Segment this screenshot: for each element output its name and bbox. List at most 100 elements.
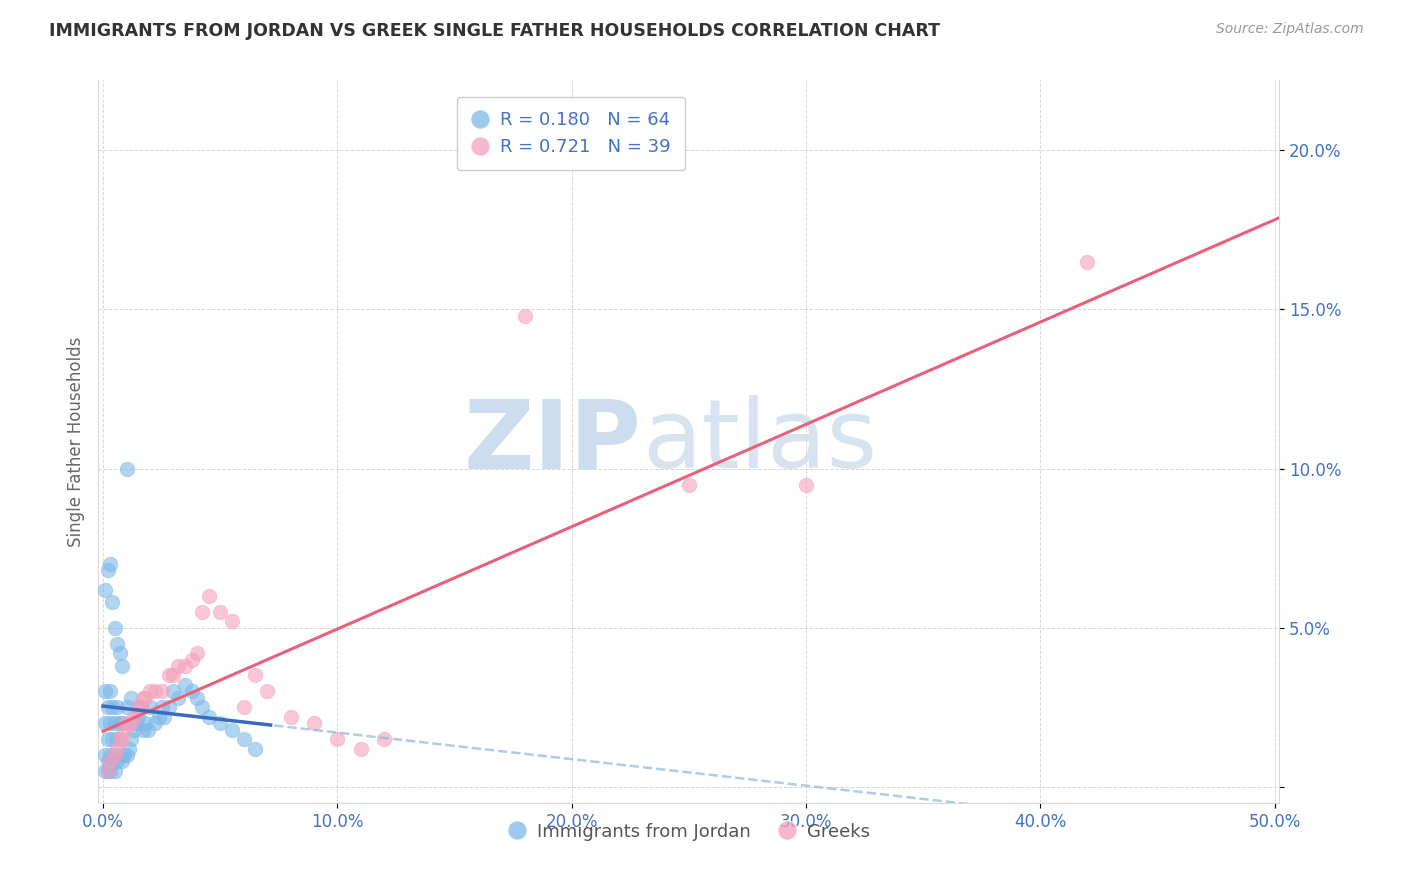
Point bbox=[150, 684, 173, 698]
Text: Source: ZipAtlas.com: Source: ZipAtlas.com bbox=[1216, 22, 1364, 37]
Point bbox=[94, 684, 117, 698]
Point bbox=[232, 700, 254, 714]
Point bbox=[127, 700, 149, 714]
Point bbox=[122, 723, 145, 737]
Text: atlas: atlas bbox=[641, 395, 877, 488]
Point bbox=[139, 684, 162, 698]
Point bbox=[101, 595, 124, 609]
Point bbox=[129, 700, 152, 714]
Point bbox=[302, 716, 325, 731]
Point bbox=[108, 732, 131, 747]
Point bbox=[98, 747, 121, 762]
Point bbox=[94, 764, 117, 778]
Point bbox=[794, 477, 817, 491]
Point bbox=[101, 700, 124, 714]
Point bbox=[326, 732, 349, 747]
Legend: Immigrants from Jordan, Greeks: Immigrants from Jordan, Greeks bbox=[501, 815, 877, 848]
Point bbox=[108, 747, 131, 762]
Point bbox=[104, 747, 127, 762]
Point bbox=[232, 732, 254, 747]
Point bbox=[115, 461, 138, 475]
Point bbox=[120, 690, 142, 705]
Point bbox=[111, 659, 134, 673]
Point bbox=[167, 659, 190, 673]
Point bbox=[112, 747, 135, 762]
Point bbox=[197, 589, 219, 603]
Point bbox=[105, 700, 128, 714]
Point bbox=[111, 755, 134, 769]
Y-axis label: Single Father Households: Single Father Households bbox=[66, 336, 84, 547]
Point bbox=[373, 732, 395, 747]
Point bbox=[97, 732, 120, 747]
Point bbox=[190, 700, 212, 714]
Point bbox=[129, 700, 152, 714]
Point bbox=[101, 732, 124, 747]
Point bbox=[120, 716, 142, 731]
Point bbox=[115, 747, 138, 762]
Point bbox=[181, 684, 204, 698]
Point bbox=[153, 710, 176, 724]
Point bbox=[105, 637, 128, 651]
Point bbox=[190, 605, 212, 619]
Point bbox=[162, 668, 184, 682]
Point bbox=[245, 741, 267, 756]
Point bbox=[181, 652, 204, 666]
Point bbox=[94, 747, 117, 762]
Point bbox=[186, 690, 208, 705]
Point bbox=[132, 690, 155, 705]
Point bbox=[136, 723, 159, 737]
Point bbox=[97, 700, 120, 714]
Point bbox=[115, 716, 138, 731]
Point bbox=[97, 764, 120, 778]
Point bbox=[104, 764, 127, 778]
Point bbox=[122, 710, 145, 724]
Point bbox=[105, 732, 128, 747]
Point bbox=[112, 723, 135, 737]
Point bbox=[256, 684, 278, 698]
Point bbox=[134, 690, 156, 705]
Point bbox=[97, 764, 120, 778]
Point bbox=[245, 668, 267, 682]
Point bbox=[98, 557, 121, 571]
Point bbox=[1076, 254, 1098, 268]
Point bbox=[221, 723, 243, 737]
Point bbox=[118, 741, 141, 756]
Point bbox=[132, 723, 155, 737]
Point bbox=[105, 755, 128, 769]
Point bbox=[120, 732, 142, 747]
Point bbox=[94, 582, 117, 597]
Point bbox=[513, 309, 536, 323]
Point bbox=[101, 755, 124, 769]
Point bbox=[209, 716, 232, 731]
Point bbox=[148, 710, 170, 724]
Point bbox=[280, 710, 302, 724]
Point bbox=[150, 700, 173, 714]
Point bbox=[115, 700, 138, 714]
Point bbox=[174, 678, 197, 692]
Point bbox=[350, 741, 373, 756]
Point bbox=[125, 716, 148, 731]
Text: IMMIGRANTS FROM JORDAN VS GREEK SINGLE FATHER HOUSEHOLDS CORRELATION CHART: IMMIGRANTS FROM JORDAN VS GREEK SINGLE F… bbox=[49, 22, 941, 40]
Point bbox=[104, 716, 127, 731]
Text: ZIP: ZIP bbox=[464, 395, 641, 488]
Point bbox=[94, 716, 117, 731]
Point bbox=[127, 710, 149, 724]
Point bbox=[221, 615, 243, 629]
Point bbox=[157, 700, 180, 714]
Point bbox=[678, 477, 700, 491]
Point bbox=[134, 716, 156, 731]
Point bbox=[197, 710, 219, 724]
Point bbox=[108, 646, 131, 660]
Point bbox=[174, 659, 197, 673]
Point bbox=[105, 741, 128, 756]
Point bbox=[98, 755, 121, 769]
Point bbox=[97, 564, 120, 578]
Point bbox=[143, 684, 166, 698]
Point bbox=[104, 621, 127, 635]
Point bbox=[104, 747, 127, 762]
Point bbox=[98, 764, 121, 778]
Point bbox=[143, 716, 166, 731]
Point bbox=[111, 716, 134, 731]
Point bbox=[209, 605, 232, 619]
Point bbox=[111, 732, 134, 747]
